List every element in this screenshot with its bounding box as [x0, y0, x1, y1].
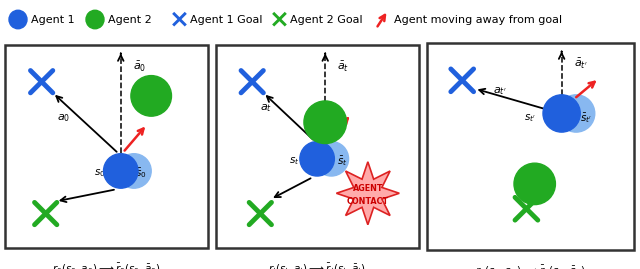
Text: $s_0$: $s_0$	[94, 167, 106, 179]
Text: $\mathbf{\times}$: $\mathbf{\times}$	[268, 8, 288, 31]
Text: $a_0$: $a_0$	[58, 112, 70, 124]
Text: $\bar{a}_t$: $\bar{a}_t$	[337, 61, 349, 75]
Text: Agent moving away from goal: Agent moving away from goal	[394, 15, 562, 24]
Text: $r_0(s_0,a_0) \longrightarrow \bar{r}_0(s_0,\bar{a}_0)$: $r_0(s_0,a_0) \longrightarrow \bar{r}_0(…	[52, 261, 161, 269]
Circle shape	[116, 154, 151, 188]
Text: $a_{t'}$: $a_{t'}$	[493, 85, 506, 97]
Text: $\bar{s}_t$: $\bar{s}_t$	[337, 154, 348, 168]
Circle shape	[131, 76, 172, 116]
Circle shape	[514, 163, 556, 205]
Circle shape	[314, 141, 349, 176]
Circle shape	[300, 141, 334, 176]
Text: $\mathbf{\times}$: $\mathbf{\times}$	[168, 8, 188, 31]
Text: $r_{t'}(s_{t'},a_{t'}) \longrightarrow \bar{r}_{t'}(s_{t'},\bar{a}_{t'})$: $r_{t'}(s_{t'},a_{t'}) \longrightarrow \…	[475, 264, 586, 269]
Circle shape	[86, 10, 104, 29]
Text: $\bar{s}_0$: $\bar{s}_0$	[135, 166, 147, 180]
Text: CONTACT: CONTACT	[347, 197, 389, 206]
Text: Agent 1: Agent 1	[31, 15, 75, 24]
Circle shape	[104, 154, 138, 188]
Text: $\bar{a}_0$: $\bar{a}_0$	[133, 61, 146, 75]
Circle shape	[543, 95, 580, 132]
Text: $r_t(s_t,a_t) \longrightarrow \bar{r}_t(s_t,\bar{a}_t)$: $r_t(s_t,a_t) \longrightarrow \bar{r}_t(…	[268, 261, 366, 269]
Polygon shape	[337, 162, 399, 225]
Text: $a_t$: $a_t$	[260, 102, 273, 114]
Circle shape	[557, 95, 595, 132]
Text: Agent 2: Agent 2	[108, 15, 152, 24]
Circle shape	[9, 10, 27, 29]
Text: $s_t$: $s_t$	[289, 155, 299, 167]
Text: $s_{t'}$: $s_{t'}$	[524, 112, 536, 123]
Circle shape	[304, 101, 346, 144]
Text: Agent 2 Goal: Agent 2 Goal	[290, 15, 363, 24]
Text: Agent 1 Goal: Agent 1 Goal	[190, 15, 262, 24]
Text: $\bar{s}_{t'}$: $\bar{s}_{t'}$	[580, 111, 593, 125]
Text: AGENT: AGENT	[353, 184, 383, 193]
Text: $\bar{a}_{t'}$: $\bar{a}_{t'}$	[574, 57, 588, 71]
